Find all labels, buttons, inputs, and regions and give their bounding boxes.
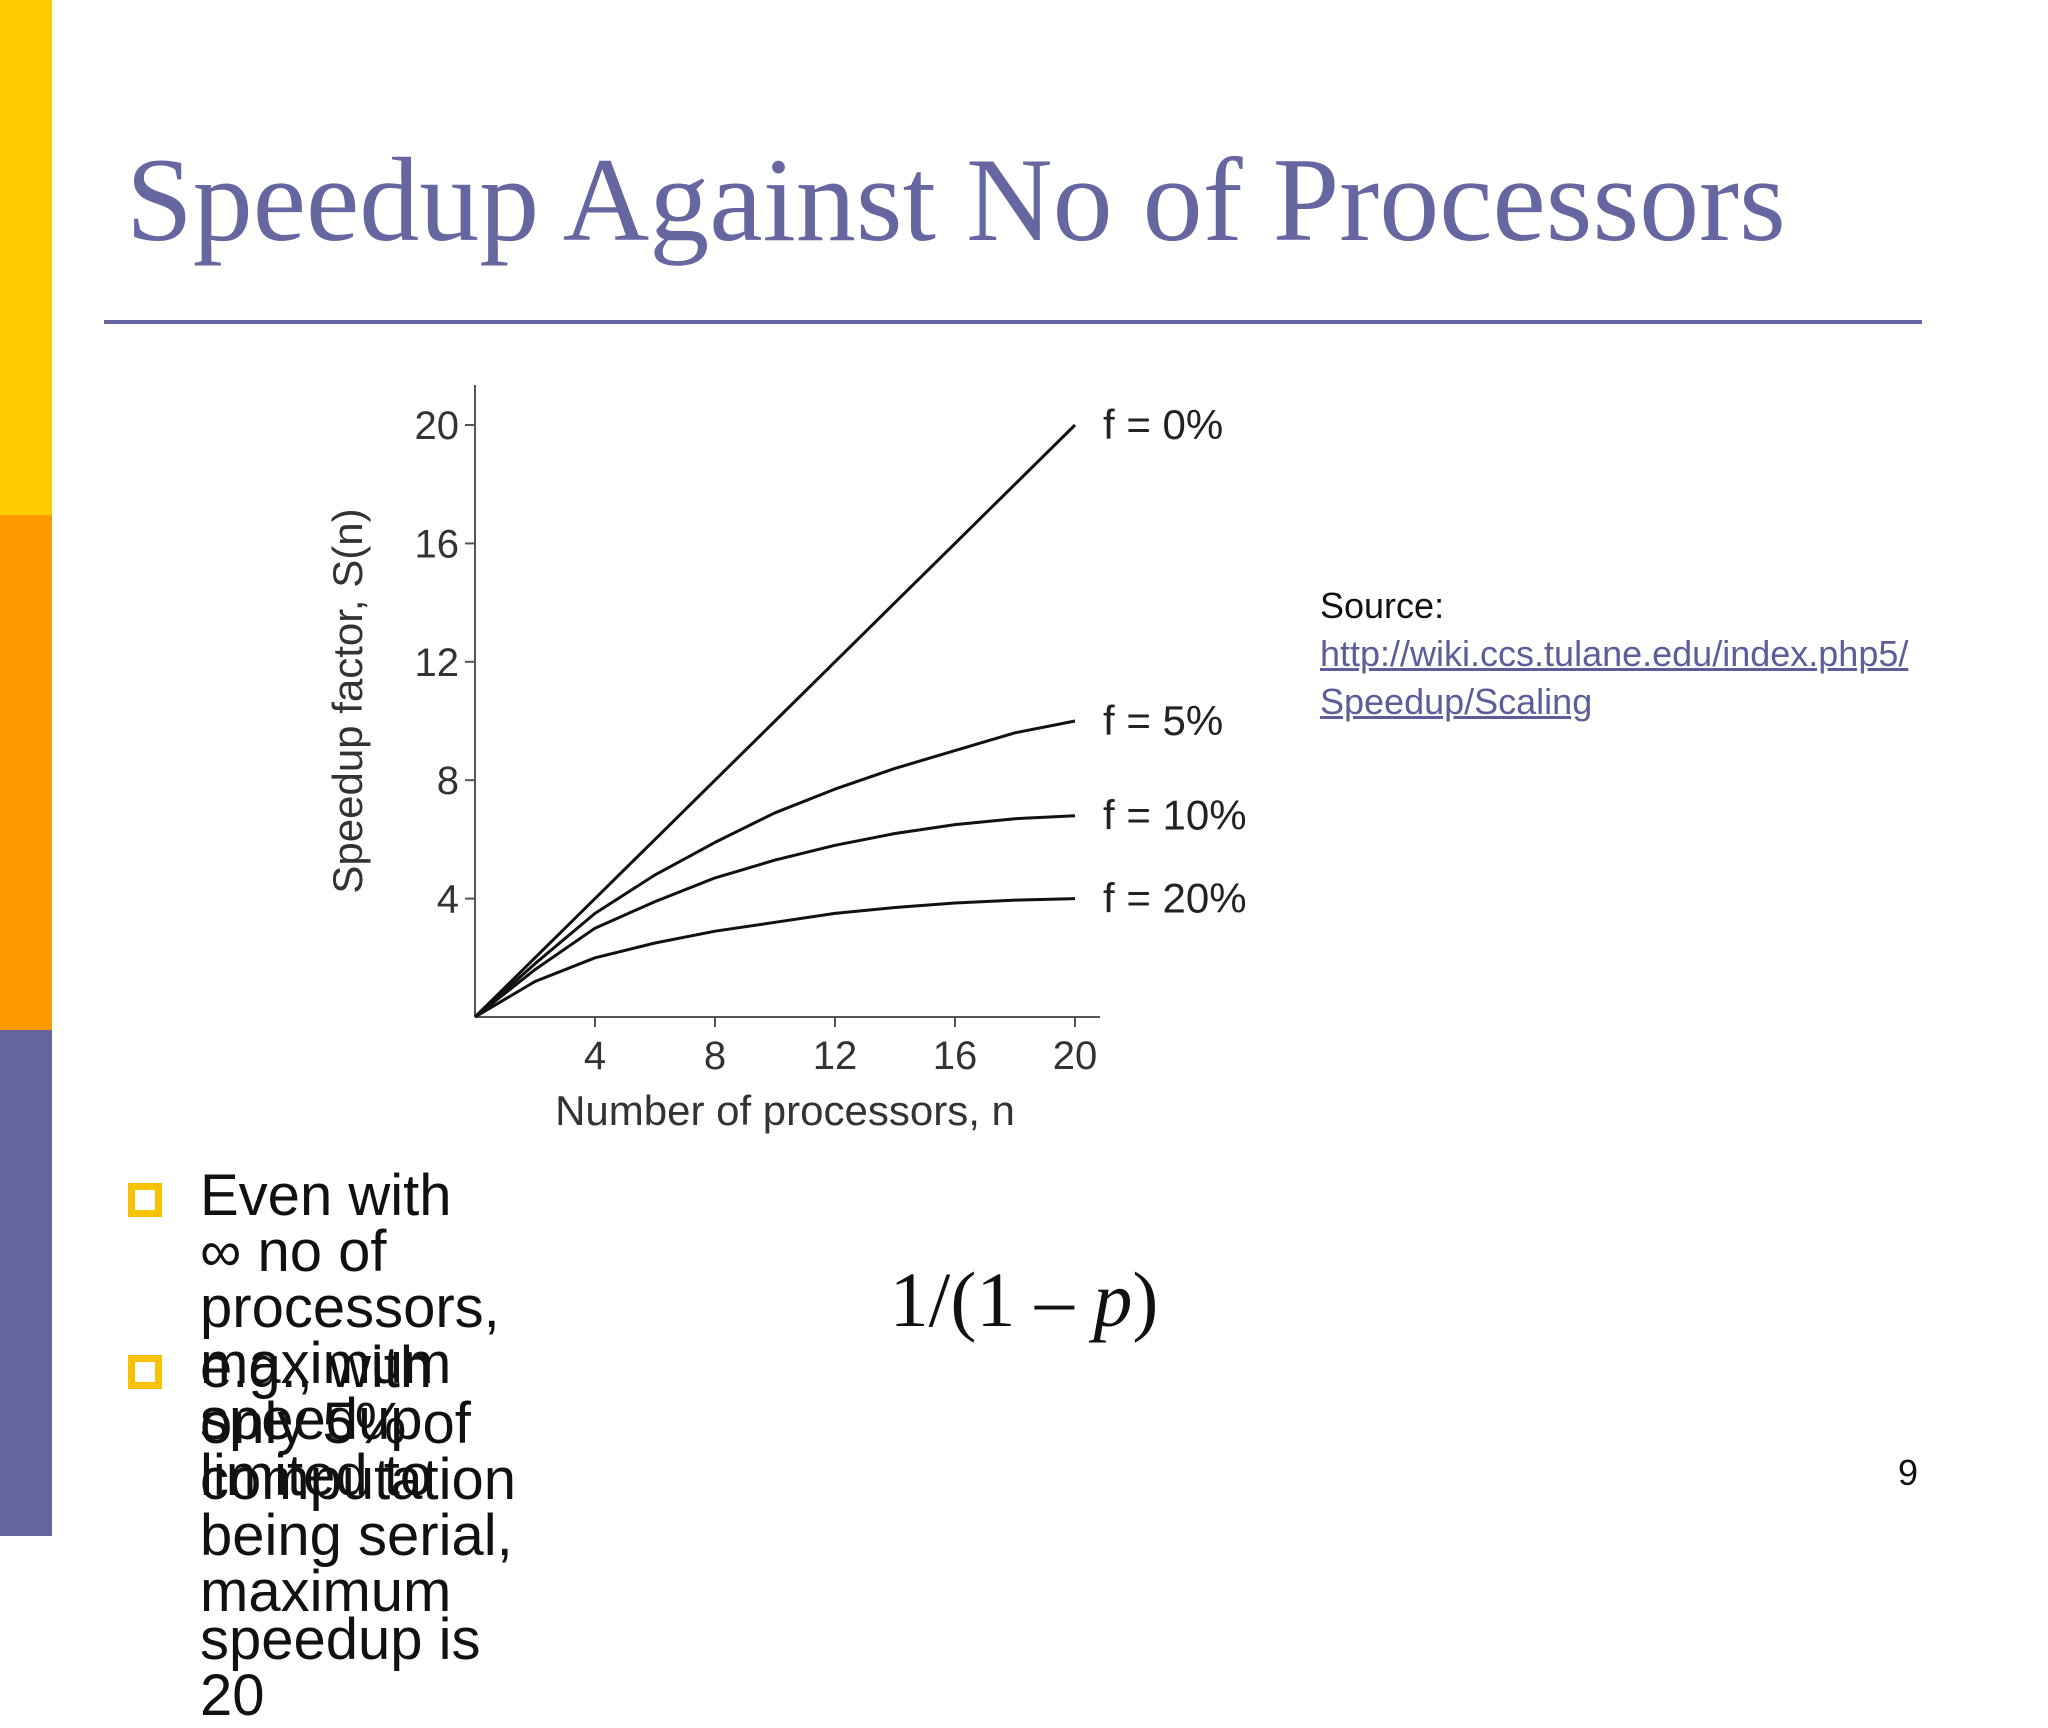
source-link-line1: http://wiki.ccs.tulane.edu/index.php5/ [1320,633,1909,674]
bullet-2-line2: speedup is 20 [200,1607,481,1728]
formula-variable: p [1093,1256,1133,1343]
bullet-2-text: e.g., with only 5% of computation being … [200,1335,516,1728]
source-link-line2: Speedup/Scaling [1320,681,1593,722]
side-bar-bottom [0,1030,52,1536]
series-group [473,423,1077,1019]
source-note: Source: http://wiki.ccs.tulane.edu/index… [1320,582,1908,726]
bullet-square-icon [128,1183,162,1217]
x-tick-label: 8 [704,1034,726,1078]
y-tick-label: 20 [415,404,460,448]
side-bar-top [0,0,52,515]
formula-prefix: 1/(1 – [889,1256,1094,1343]
x-tick-label: 16 [933,1034,978,1078]
source-link[interactable]: http://wiki.ccs.tulane.edu/index.php5/ S… [1320,630,1908,726]
x-tick-label: 12 [813,1034,858,1078]
slide-title: Speedup Against No of Processors [126,133,1786,266]
bullet-square-icon [128,1355,162,1389]
tick-group: 4 8 12 16 20 4 8 12 16 20 [415,404,1098,1078]
formula: 1/(1 – p) [0,1255,2048,1345]
series-line-2 [474,814,1076,1019]
series-label-2: f = 10% [1103,792,1247,839]
side-bar-middle [0,515,52,1030]
series-line-3 [474,897,1076,1019]
bullet-1-text: Even with ∞ no of processors, maximum sp… [200,1163,500,1508]
formula-suffix: ) [1132,1256,1159,1343]
y-tick-label: 8 [437,759,459,803]
x-tick-label: 20 [1053,1034,1098,1078]
y-tick-label: 16 [415,522,460,566]
y-axis-label: Speedup factor, S(n) [324,508,371,893]
bullet-2-line1: e.g., with only 5% of computation being … [200,1335,516,1624]
series-line-0 [473,423,1077,1019]
series-label-3: f = 20% [1103,875,1247,922]
page-number: 9 [1898,1452,1919,1493]
series-label-0: f = 0% [1103,401,1223,448]
series-line-1 [474,719,1076,1019]
title-divider [104,320,1922,324]
x-axis-label: Number of processors, n [555,1087,1015,1134]
y-tick-label: 4 [437,878,459,922]
series-label-group: f = 0% f = 5% f = 10% f = 20% [1103,401,1247,922]
series-label-1: f = 5% [1103,697,1223,744]
y-tick-label: 12 [415,641,460,685]
source-label: Source: [1320,585,1445,626]
x-tick-label: 4 [584,1034,606,1078]
